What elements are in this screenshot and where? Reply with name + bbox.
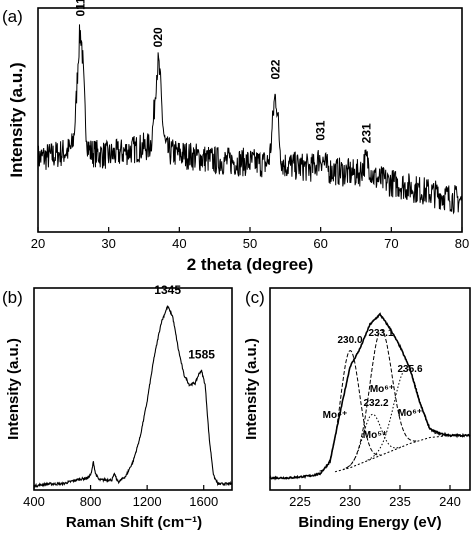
panel-c-frame	[269, 287, 471, 491]
panel-a-peak-label-022: 022	[268, 59, 282, 79]
panel-a-peak-label-020: 020	[151, 27, 165, 47]
panel-b-xlabel: Raman Shift (cm⁻¹)	[66, 514, 202, 531]
panel-b-raman-curve	[33, 305, 233, 488]
panel-a-xtick-label-3: 50	[243, 236, 257, 251]
panel-b-peak-label-1345: 1345	[154, 283, 181, 297]
panel-c-label: (c)	[245, 288, 265, 307]
panel-a-label: (a)	[2, 7, 23, 26]
panel-c-annotation-0: 230.0	[337, 335, 362, 346]
panel-c-xlabel: Binding Energy (eV)	[298, 514, 441, 531]
panel-c-component-1	[343, 413, 401, 470]
panel-b-xtick-label-3: 1600	[189, 494, 218, 509]
panel-c-xtick-label-2: 235	[389, 494, 411, 509]
panel-b-label: (b)	[2, 288, 23, 307]
panel-c-annotation-6: Mo⁶⁺	[370, 384, 394, 395]
panel-b: (b) Intensity (a.u.) Raman Shift (cm⁻¹) …	[2, 283, 233, 531]
panel-a-xtick-label-2: 40	[172, 236, 186, 251]
panel-b-ylabel: Intensity (a.u.)	[5, 338, 22, 440]
panel-c-envelope-curve	[269, 312, 471, 481]
panel-c: (c) Intensity (a.u.) Binding Energy (eV)…	[243, 287, 471, 531]
panel-b-frame	[33, 287, 233, 491]
panel-c-component-3	[367, 367, 445, 461]
panel-b-peak-labels: 1345 1585	[154, 283, 215, 362]
panel-c-xtick-label-1: 230	[339, 494, 361, 509]
panel-a-xtick-label-1: 30	[101, 236, 115, 251]
panel-a-xtick-label-5: 70	[384, 236, 398, 251]
panel-c-xtick-label-0: 225	[289, 494, 311, 509]
panel-c-annotation-4: Mo⁴⁺	[323, 410, 348, 421]
panel-c-annotation-3: 232.2	[363, 398, 388, 409]
panel-a-xtick-label-6: 80	[455, 236, 469, 251]
panel-c-annotation-7: Mo⁶⁺	[398, 408, 422, 419]
panel-b-xtick-label-0: 400	[23, 494, 45, 509]
panel-b-peak-label-1585: 1585	[188, 348, 215, 362]
panel-a-peak-label-031: 031	[314, 120, 328, 140]
panel-c-annotations: 230.0 233.1 235.6 232.2 Mo⁴⁺ Mo⁵⁺ Mo⁶⁺ Mo⁶⁺	[323, 328, 423, 441]
panel-a-ticks: 20 30 40 50 60 70 80	[31, 227, 469, 251]
panel-a-xtick-label-4: 60	[313, 236, 327, 251]
panel-c-ticks: 225 230 235 240	[289, 485, 461, 509]
panel-b-xtick-label-1: 800	[80, 494, 102, 509]
panel-a-ylabel: Intensity (a.u.)	[7, 62, 26, 177]
panel-c-annotation-1: 233.1	[368, 328, 393, 339]
panel-c-annotation-5: Mo⁵⁺	[363, 430, 387, 441]
panel-a-peak-labels: 011 020 022 031 231	[73, 0, 373, 143]
panel-c-xtick-label-3: 240	[439, 494, 461, 509]
panel-a-xrd-curve	[37, 24, 463, 215]
panel-c-ylabel: Intensity (a.u.)	[243, 338, 260, 440]
panel-a-xlabel: 2 theta (degree)	[187, 255, 314, 274]
panel-a-xtick-label-0: 20	[31, 236, 45, 251]
panel-c-component-2	[345, 329, 417, 469]
panel-a-peak-label-011: 011	[73, 0, 87, 17]
panel-b-xtick-label-2: 1200	[133, 494, 162, 509]
panel-c-annotation-2: 235.6	[397, 364, 422, 375]
panel-b-ticks: 400 800 1200 1600	[23, 485, 218, 509]
panel-a-frame	[37, 7, 463, 233]
panel-a: (a) Intensity (a.u.) 2 theta (degree) 20…	[2, 0, 469, 274]
panel-c-background-curve	[334, 435, 451, 473]
panel-a-peak-label-231: 231	[360, 123, 374, 143]
